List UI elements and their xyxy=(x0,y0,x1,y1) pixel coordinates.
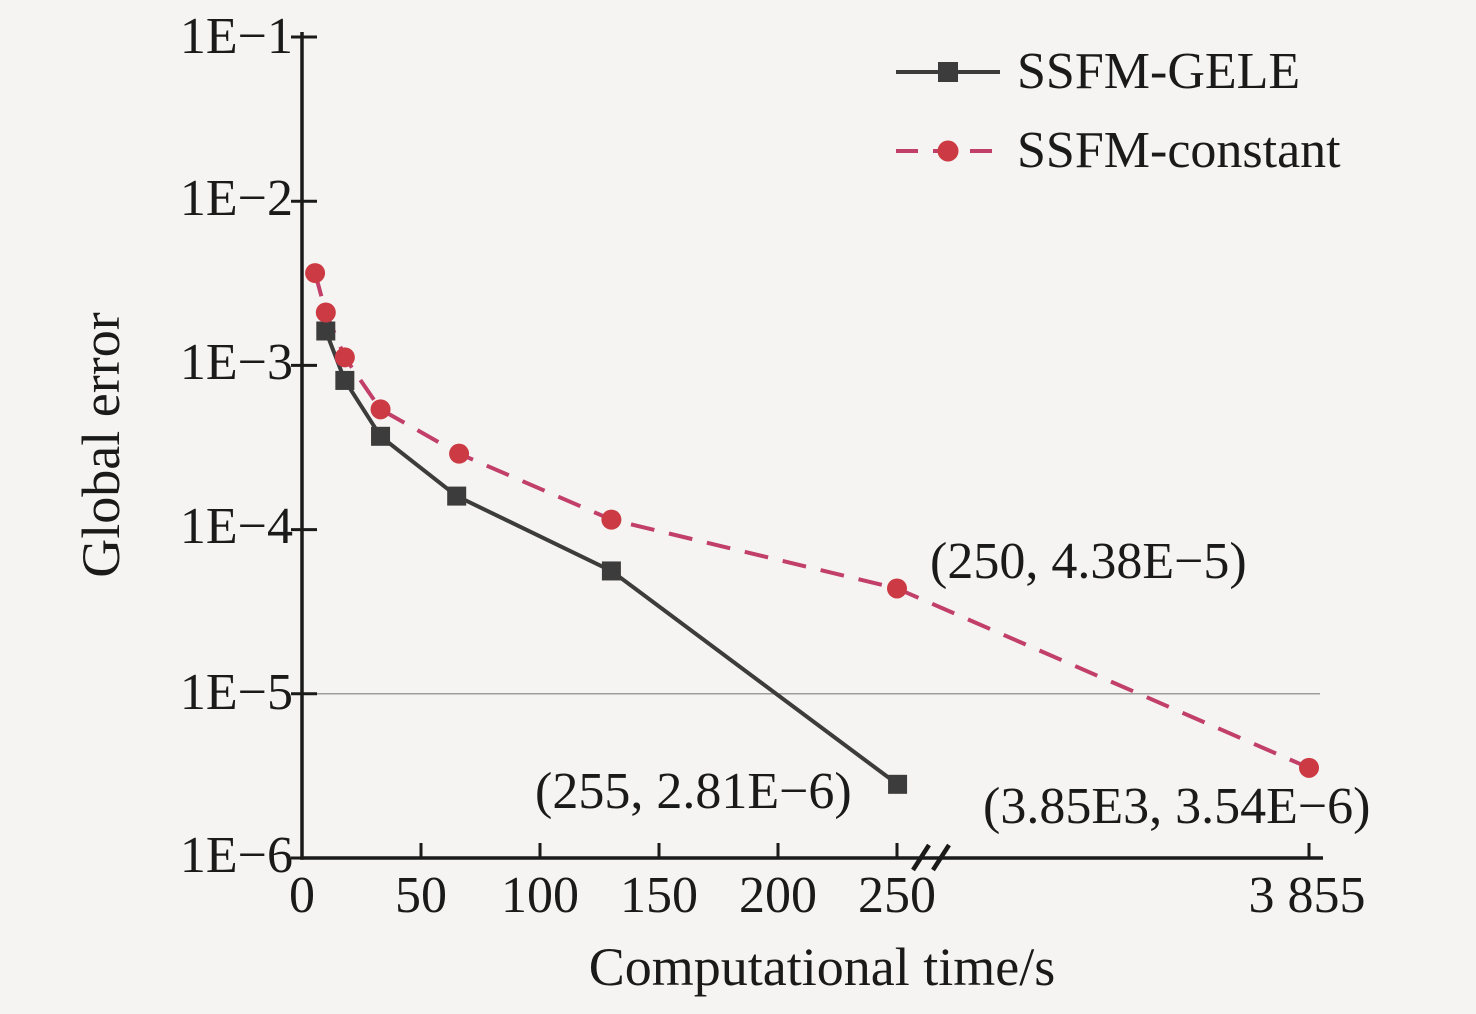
legend-item-ssfm-constant: SSFM-constant xyxy=(896,121,1341,181)
x-tick-label-150: 150 xyxy=(620,867,698,924)
legend-label-ssfm-gele: SSFM-GELE xyxy=(1017,43,1301,100)
y-tick-label-1e-6: 1E−6 xyxy=(179,827,293,884)
legend: SSFM-GELE SSFM-constant xyxy=(896,42,1341,181)
y-tick-label-1e-5: 1E−5 xyxy=(179,664,293,721)
legend-label-ssfm-constant: SSFM-constant xyxy=(1017,122,1341,179)
annotation-ssfm-gele-255: (255, 2.81E−6) xyxy=(535,763,852,820)
legend-item-ssfm-gele: SSFM-GELE xyxy=(896,42,1341,102)
x-axis-title: Computational time/s xyxy=(588,937,1056,997)
y-axis-title: Global error xyxy=(71,312,131,578)
x-tick-label-100: 100 xyxy=(501,867,579,924)
y-tick-label-1e-4: 1E−4 xyxy=(179,498,293,555)
annotation-ssfm-constant-250: (250, 4.38E−5) xyxy=(930,533,1247,590)
y-tick-label-1e-1: 1E−1 xyxy=(179,8,293,65)
x-tick-label-3855: 3 855 xyxy=(1248,867,1366,924)
annotation-ssfm-constant-3855: (3.85E3, 3.54E−6) xyxy=(983,778,1371,835)
x-tick-label-0: 0 xyxy=(289,867,315,924)
y-tick-label-1e-2: 1E−2 xyxy=(179,170,293,227)
x-tick-label-50: 50 xyxy=(395,867,447,924)
x-tick-label-200: 200 xyxy=(739,867,817,924)
legend-solid-square-swatch-icon xyxy=(896,62,1000,82)
legend-dashed-circle-swatch-icon xyxy=(896,140,1000,162)
y-tick-label-1e-3: 1E−3 xyxy=(179,334,293,391)
x-tick-label-250: 250 xyxy=(858,867,936,924)
